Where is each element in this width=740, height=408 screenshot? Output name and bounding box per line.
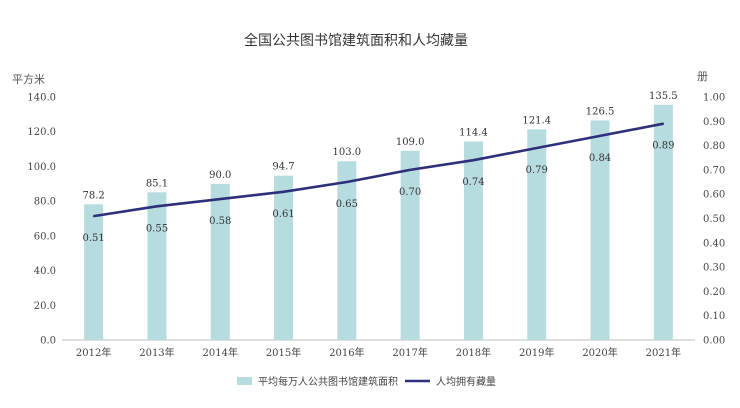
bar (527, 129, 547, 340)
line-value-label: 0.74 (462, 177, 484, 188)
line-point (282, 190, 285, 193)
legend-line-label: 人均拥有藏量 (436, 375, 496, 388)
line-point (156, 205, 158, 208)
y-tick-label: 140.0 (27, 93, 56, 104)
line-point (472, 159, 475, 161)
right-axis-unit: 册 (697, 70, 708, 83)
x-tick-label: 2021年 (646, 346, 681, 359)
bar-value-label: 103.0 (333, 147, 362, 158)
line-point (219, 198, 222, 200)
legend-bar-swatch (237, 377, 252, 385)
line-value-label: 0.70 (399, 187, 421, 198)
y2-tick-label: 0.00 (703, 336, 725, 347)
legend: 平均每万人公共图书馆建筑面积 人均拥有藏量 (237, 375, 496, 388)
bar (337, 161, 357, 340)
bar (590, 120, 610, 340)
line-value-label: 0.79 (526, 165, 548, 176)
y-tick-label: 60.0 (34, 231, 56, 242)
x-tick-label: 2012年 (76, 346, 111, 359)
chart-title: 全国公共图书馆建筑面积和人均藏量 (244, 32, 468, 49)
y2-tick-label: 0.10 (703, 311, 725, 322)
bar-value-label: 85.1 (146, 178, 168, 189)
x-tick-label: 2019年 (519, 346, 554, 359)
y2-tick-label: 0.70 (703, 165, 725, 176)
line-point (409, 169, 411, 171)
y2-tick-label: 0.60 (703, 190, 725, 201)
bar (653, 104, 673, 340)
bar (274, 175, 294, 340)
line-value-label: 0.84 (589, 153, 611, 164)
left-axis-ticks: 0.0 20.0 40.0 60.0 80.0 100.0 120.0 140.0 (27, 93, 56, 347)
line-value-label: 0.61 (272, 209, 294, 220)
x-tick-label: 2015年 (266, 346, 301, 359)
x-tick-label: 2016年 (329, 346, 364, 359)
bar-value-label: 109.0 (396, 137, 425, 148)
line-value-label: 0.58 (209, 216, 231, 227)
bar (210, 183, 230, 340)
y2-tick-label: 1.00 (703, 93, 725, 104)
bar-value-label: 121.4 (522, 115, 551, 126)
bar-value-label: 126.5 (586, 106, 615, 117)
bar-value-label: 94.7 (272, 162, 294, 173)
x-tick-label: 2013年 (139, 346, 174, 359)
line-point (92, 215, 95, 217)
line-point (599, 135, 601, 137)
y2-tick-label: 0.40 (703, 238, 725, 249)
x-tick-label: 2020年 (582, 346, 617, 359)
y2-tick-label: 0.20 (703, 287, 725, 298)
bar (463, 141, 483, 340)
x-tick-label: 2017年 (392, 346, 427, 359)
y-tick-label: 40.0 (34, 266, 56, 277)
line-value-label: 0.55 (146, 223, 168, 234)
line-point (535, 147, 538, 149)
bar-value-label: 90.0 (209, 170, 231, 181)
bar-value-label: 78.2 (83, 190, 105, 201)
bar (84, 204, 104, 340)
right-axis-ticks: 0.00 0.10 0.20 0.30 0.40 0.50 0.60 0.70 0.80 0.90… (703, 93, 725, 347)
y-tick-label: 20.0 (34, 301, 56, 312)
bar (400, 150, 420, 340)
x-tick-label: 2014年 (203, 346, 238, 359)
series-line (93, 122, 664, 218)
y-tick-label: 0.0 (40, 336, 56, 347)
bar-value-label: 135.5 (649, 91, 678, 102)
bar-series: 78.2 85.1 90.0 94.7 103.0 109.0 114.4 121.4 126.… (83, 91, 678, 340)
x-axis-ticks: 2012年 2013年 2014年 2015年 2016年 2017年 2018年 2019年… (76, 346, 681, 359)
y2-tick-label: 0.90 (703, 117, 725, 128)
legend-bar-label: 平均每万人公共图书馆建筑面积 (258, 375, 398, 388)
y-tick-label: 80.0 (34, 197, 56, 208)
bar (147, 192, 167, 340)
line-value-label: 0.51 (83, 233, 105, 244)
line-value-label: 0.65 (336, 199, 358, 210)
y2-tick-label: 0.30 (703, 263, 725, 274)
line-point (346, 181, 348, 183)
line-series: 0.51 0.55 0.58 0.61 0.65 0.70 0.74 0.79 0.84 0.89 (83, 122, 674, 244)
y-tick-label: 100.0 (27, 162, 56, 173)
line-point (662, 122, 665, 125)
y2-tick-label: 0.50 (703, 214, 725, 225)
line-value-label: 0.89 (652, 141, 674, 152)
y2-tick-label: 0.80 (703, 141, 725, 152)
x-tick-label: 2018年 (456, 346, 491, 359)
left-axis-unit: 平方米 (12, 72, 45, 86)
bar-value-label: 114.4 (459, 127, 488, 138)
y-tick-label: 120.0 (27, 127, 56, 138)
